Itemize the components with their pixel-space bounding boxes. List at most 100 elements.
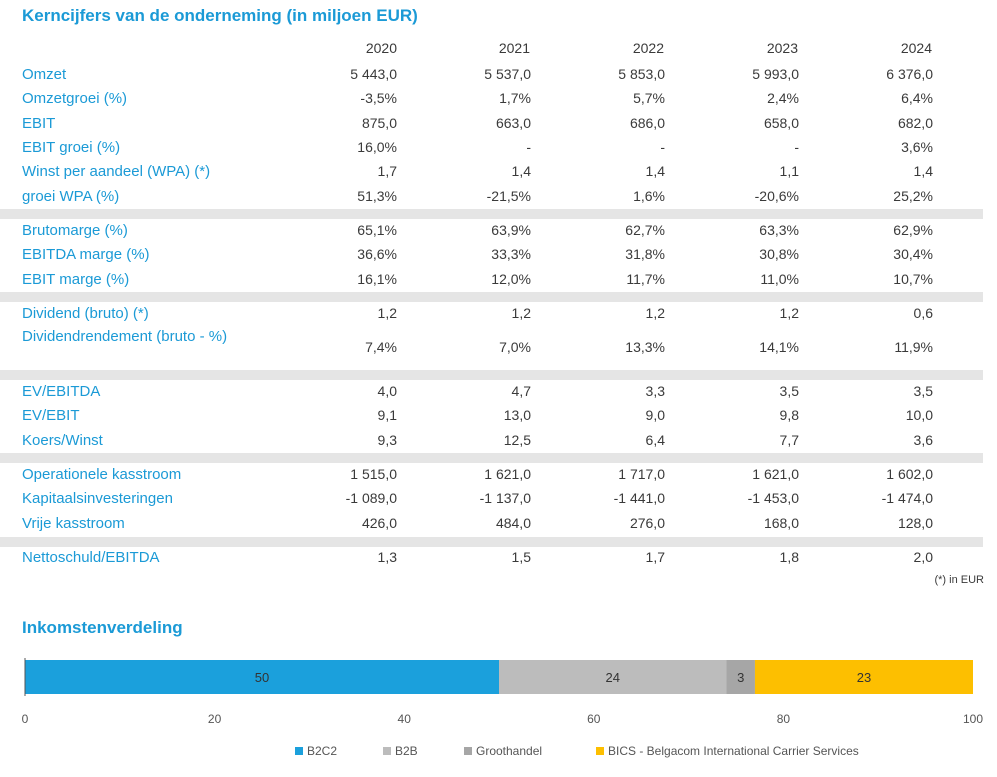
- row-label: Brutomarge (%): [22, 222, 128, 239]
- table-cell: 62,9%: [893, 222, 933, 238]
- table-cell: 6,4%: [901, 90, 933, 106]
- row-label: Vrije kasstroom: [22, 515, 125, 532]
- table-cell: 12,5: [503, 432, 531, 448]
- row-label: EV/EBIT: [22, 407, 80, 424]
- row-label: EBIT marge (%): [22, 271, 130, 288]
- table-row: Operationele kasstroom 1 515,0 1 621,0 1 71…: [0, 463, 997, 487]
- table-cell: 13,3%: [625, 339, 665, 355]
- x-tick-label: 60: [587, 712, 601, 726]
- table-cell: 30,4%: [893, 246, 933, 262]
- table-cell: 168,0: [763, 515, 799, 531]
- legend-label: B2C2: [307, 744, 338, 758]
- footnote: (*) in EUR: [934, 574, 984, 586]
- table-cell: 1,3: [377, 549, 397, 565]
- row-label: EBIT: [22, 115, 56, 132]
- bar-segment: [726, 660, 755, 694]
- chart-title: Inkomstenverdeling: [22, 618, 183, 637]
- table-cell: 3,6: [913, 432, 933, 448]
- x-tick-label: 80: [777, 712, 791, 726]
- legend-label: Groothandel: [476, 744, 543, 758]
- table-row: Brutomarge (%) 65,1% 63,9% 62,7% 63,3% 62,9%: [0, 219, 997, 243]
- table-row: Omzet 5 443,0 5 537,0 5 853,0 5 993,0 6 376,0: [0, 63, 997, 87]
- table-row: EV/EBIT 9,1 13,0 9,0 9,8 10,0: [0, 404, 997, 428]
- section-separator: [0, 370, 983, 380]
- table-cell: 3,3: [645, 383, 665, 399]
- table-cell: 11,7%: [626, 271, 665, 287]
- bar-segment: [499, 660, 727, 694]
- table-cell: 1 515,0: [350, 466, 397, 482]
- row-label: Operationele kasstroom: [22, 466, 182, 483]
- table-cell: 12,0%: [491, 271, 531, 287]
- x-tick-label: 100: [963, 712, 983, 726]
- section-separator: [0, 292, 983, 302]
- table-cell: 3,6%: [901, 139, 933, 155]
- table-cell: 5 853,0: [618, 66, 665, 82]
- year-header: 2021: [498, 40, 530, 56]
- year-header: 2023: [766, 40, 798, 56]
- table-cell: -20,6%: [754, 188, 799, 204]
- table-row: EBIT 875,0 663,0 686,0 658,0 682,0: [0, 112, 997, 136]
- table-cell: 33,3%: [491, 246, 531, 262]
- table-cell: 6,4: [645, 432, 665, 448]
- table-cell: 9,8: [779, 407, 799, 423]
- table-cell: 10,0: [905, 407, 933, 423]
- row-label: EV/EBITDA: [22, 383, 101, 400]
- row-label: Kapitaalsinvesteringen: [22, 490, 173, 507]
- table-cell: 1,5: [511, 549, 531, 565]
- table-cell: 10,7%: [893, 271, 933, 287]
- section-separator: [0, 453, 983, 463]
- table-row: groei WPA (%) 51,3% -21,5% 1,6% -20,6% 25,2%: [0, 185, 997, 209]
- table-cell: -1 474,0: [881, 490, 933, 506]
- table-cell: 658,0: [763, 115, 799, 131]
- table-cell: -21,5%: [486, 188, 531, 204]
- table-cell: 2,0: [913, 549, 933, 565]
- table-cell: 663,0: [495, 115, 531, 131]
- row-label: Winst per aandeel (WPA) (*): [22, 163, 211, 180]
- table-cell: -1 453,0: [747, 490, 799, 506]
- table-cell: 4,0: [377, 383, 397, 399]
- table-cell: 36,6%: [357, 246, 397, 262]
- table-cell: 3,5: [913, 383, 933, 399]
- table-cell: 686,0: [629, 115, 665, 131]
- table-cell: 1,4: [511, 163, 531, 179]
- bar-segment: [25, 660, 499, 694]
- table-cell: 484,0: [495, 515, 531, 531]
- table-cell: 1,4: [913, 163, 933, 179]
- table-row: Dividendrendement (bruto - %) 7,4% 7,0% 13,…: [0, 326, 997, 368]
- table-cell: 1,8: [779, 549, 799, 565]
- chart-legend: B2C2 B2B Groothandel BICS - Belgacom Intern…: [0, 744, 997, 762]
- table-cell: 11,9%: [894, 339, 933, 355]
- table-cell: 5 537,0: [484, 66, 531, 82]
- table-cell: 128,0: [897, 515, 933, 531]
- data-label: 50: [255, 670, 269, 685]
- row-label: Omzetgroei (%): [22, 90, 128, 107]
- table-row: Vrije kasstroom 426,0 484,0 276,0 168,0 128,0: [0, 512, 997, 536]
- legend-swatch: [383, 747, 391, 755]
- table-cell: 1,1: [779, 163, 799, 179]
- table-cell: 1 621,0: [752, 466, 799, 482]
- table-cell: 5 443,0: [350, 66, 397, 82]
- table-cell: 9,1: [377, 407, 397, 423]
- row-label: EBIT groei (%): [22, 139, 121, 156]
- data-label: 24: [606, 670, 620, 685]
- legend-item: B2B: [383, 744, 418, 758]
- table-cell: 31,8%: [625, 246, 665, 262]
- table-cell: 426,0: [361, 515, 397, 531]
- table-cell: 7,0%: [499, 339, 531, 355]
- year-header: 2020: [365, 40, 397, 56]
- table-cell: 1 621,0: [484, 466, 531, 482]
- revenue-distribution-chart: 50 24 3 23 0 20 40 60 80 100: [22, 658, 983, 726]
- table-row: Nettoschuld/EBITDA 1,3 1,5 1,7 1,8 2,0: [0, 546, 997, 570]
- table-cell: 6 376,0: [886, 66, 933, 82]
- table-row: Omzetgroei (%) -3,5% 1,7% 5,7% 2,4% 6,4%: [0, 87, 997, 111]
- table-cell: -1 089,0: [345, 490, 397, 506]
- table-cell: 7,7: [779, 432, 799, 448]
- table-cell: 7,4%: [365, 339, 397, 355]
- table-cell: 63,9%: [491, 222, 531, 238]
- table-cell: 9,3: [377, 432, 397, 448]
- table-cell: 13,0: [503, 407, 531, 423]
- table-cell: 30,8%: [759, 246, 799, 262]
- x-tick-label: 20: [208, 712, 222, 726]
- table-cell: 1,2: [779, 305, 799, 321]
- row-label: Koers/Winst: [22, 432, 103, 449]
